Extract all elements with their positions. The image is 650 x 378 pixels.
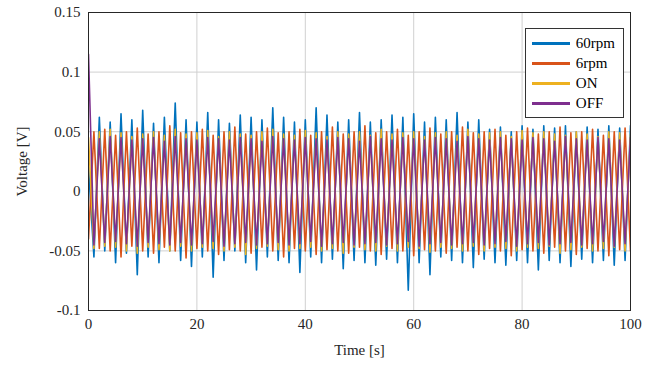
svg-text:80: 80 — [515, 316, 530, 332]
svg-text:Time [s]: Time [s] — [334, 342, 385, 358]
svg-text:40: 40 — [298, 316, 313, 332]
html-text:ON: ON — [575, 74, 598, 91]
html-text:6rpm: 6rpm — [575, 54, 608, 71]
svg-text:60: 60 — [406, 316, 421, 332]
svg-text:0.15: 0.15 — [54, 4, 80, 20]
svg-text:0: 0 — [73, 183, 81, 199]
html-text:OFF: OFF — [575, 94, 604, 111]
svg-text:-0.05: -0.05 — [49, 243, 80, 259]
svg-text:0.05: 0.05 — [54, 124, 80, 140]
svg-text:-0.1: -0.1 — [57, 302, 81, 318]
svg-text:100: 100 — [619, 316, 642, 332]
svg-text:0.1: 0.1 — [62, 64, 81, 80]
html-text:60rpm: 60rpm — [575, 34, 615, 51]
svg-text:20: 20 — [189, 316, 204, 332]
svg-text:Voltage [V]: Voltage [V] — [14, 126, 30, 196]
svg-text:0: 0 — [85, 316, 93, 332]
